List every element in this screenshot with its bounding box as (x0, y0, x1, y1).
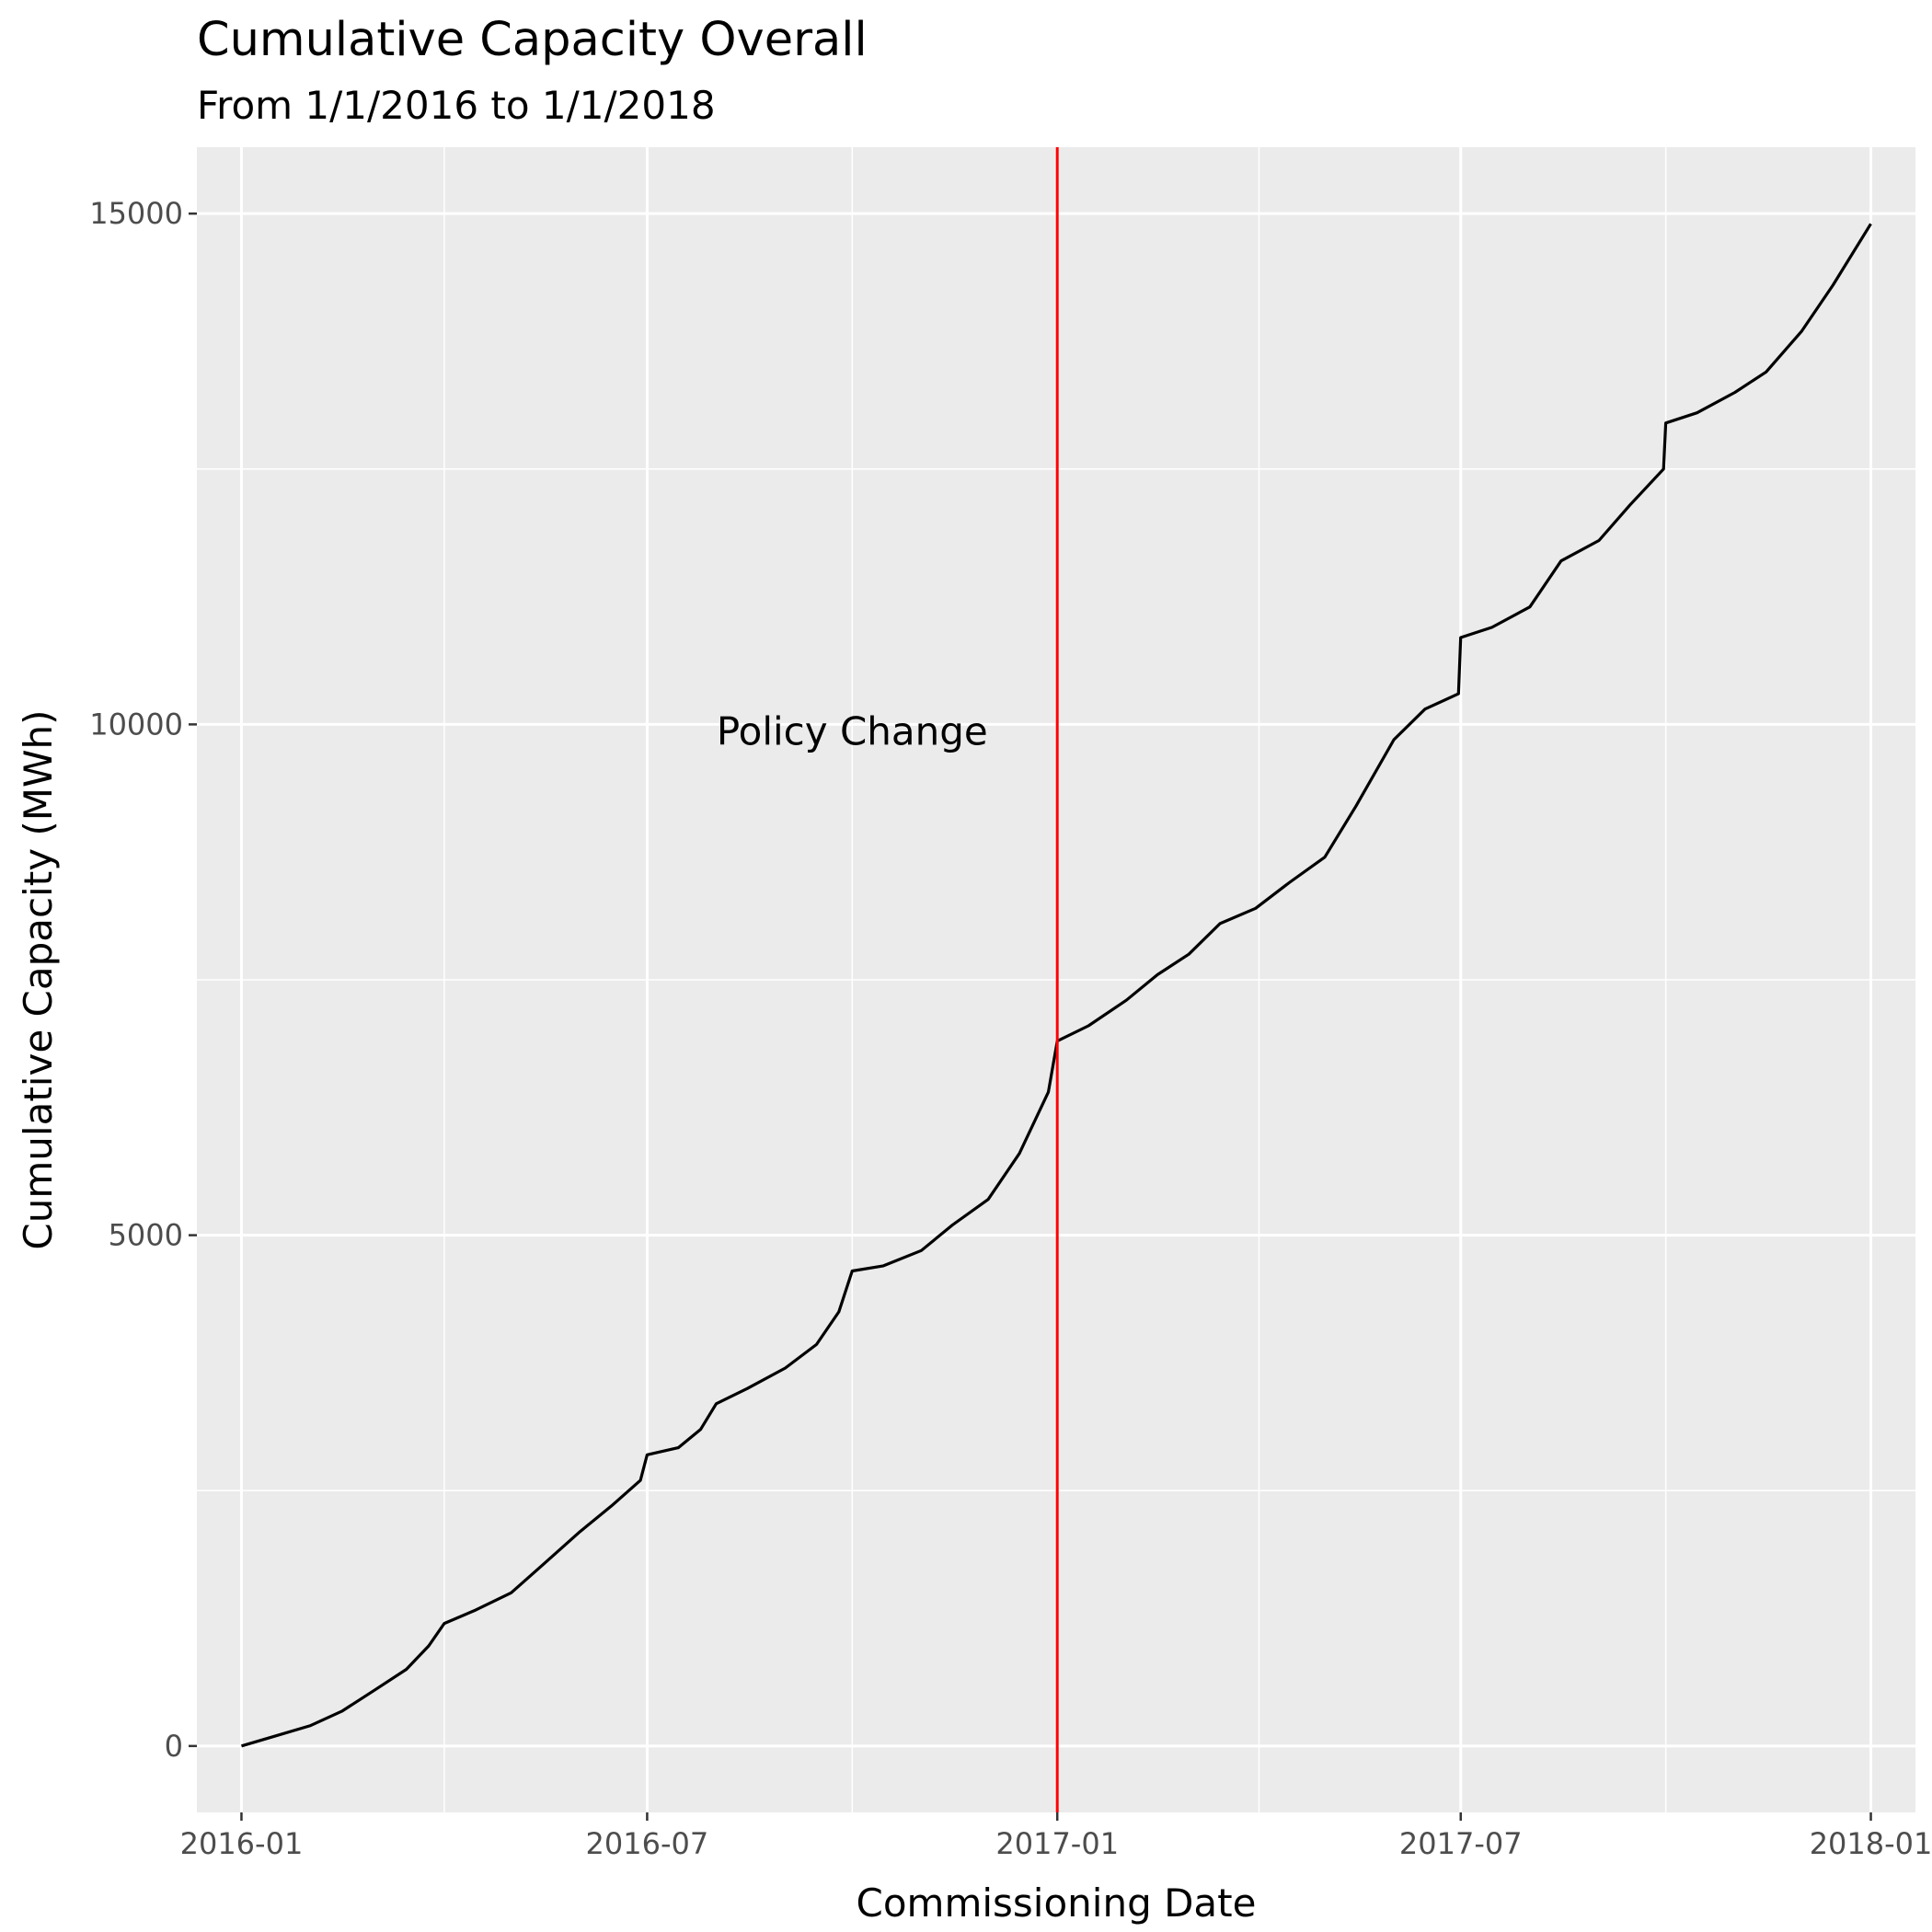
x-tick-label: 2017-07 (1399, 1826, 1523, 1861)
x-tick-label: 2016-01 (180, 1826, 304, 1861)
axis-layer: 2016-01 2016-07 2017-01 2017-07 2018-01 0 5000… (89, 196, 1932, 1861)
y-tick-label: 0 (165, 1729, 183, 1764)
x-tick-label: 2016-07 (586, 1826, 709, 1861)
chart-title: Cumulative Capacity Overall (197, 13, 868, 67)
y-tick-label: 5000 (109, 1218, 183, 1253)
y-tick-label: 15000 (89, 196, 183, 231)
x-axis-title: Commissioning Date (857, 1880, 1257, 1926)
series-layer (241, 223, 1872, 1748)
y-tick-label: 10000 (89, 707, 183, 742)
y-axis-title: Cumulative Capacity (MWh) (16, 709, 61, 1249)
annotation-layer: Policy Change (717, 147, 1059, 1812)
policy-change-label: Policy Change (717, 709, 988, 754)
x-tick-label: 2018-01 (1810, 1826, 1932, 1861)
chart-subtitle: From 1/1/2016 to 1/1/2018 (197, 83, 716, 128)
capacity-series-line (241, 223, 1872, 1748)
x-tick-label: 2017-01 (995, 1826, 1119, 1861)
